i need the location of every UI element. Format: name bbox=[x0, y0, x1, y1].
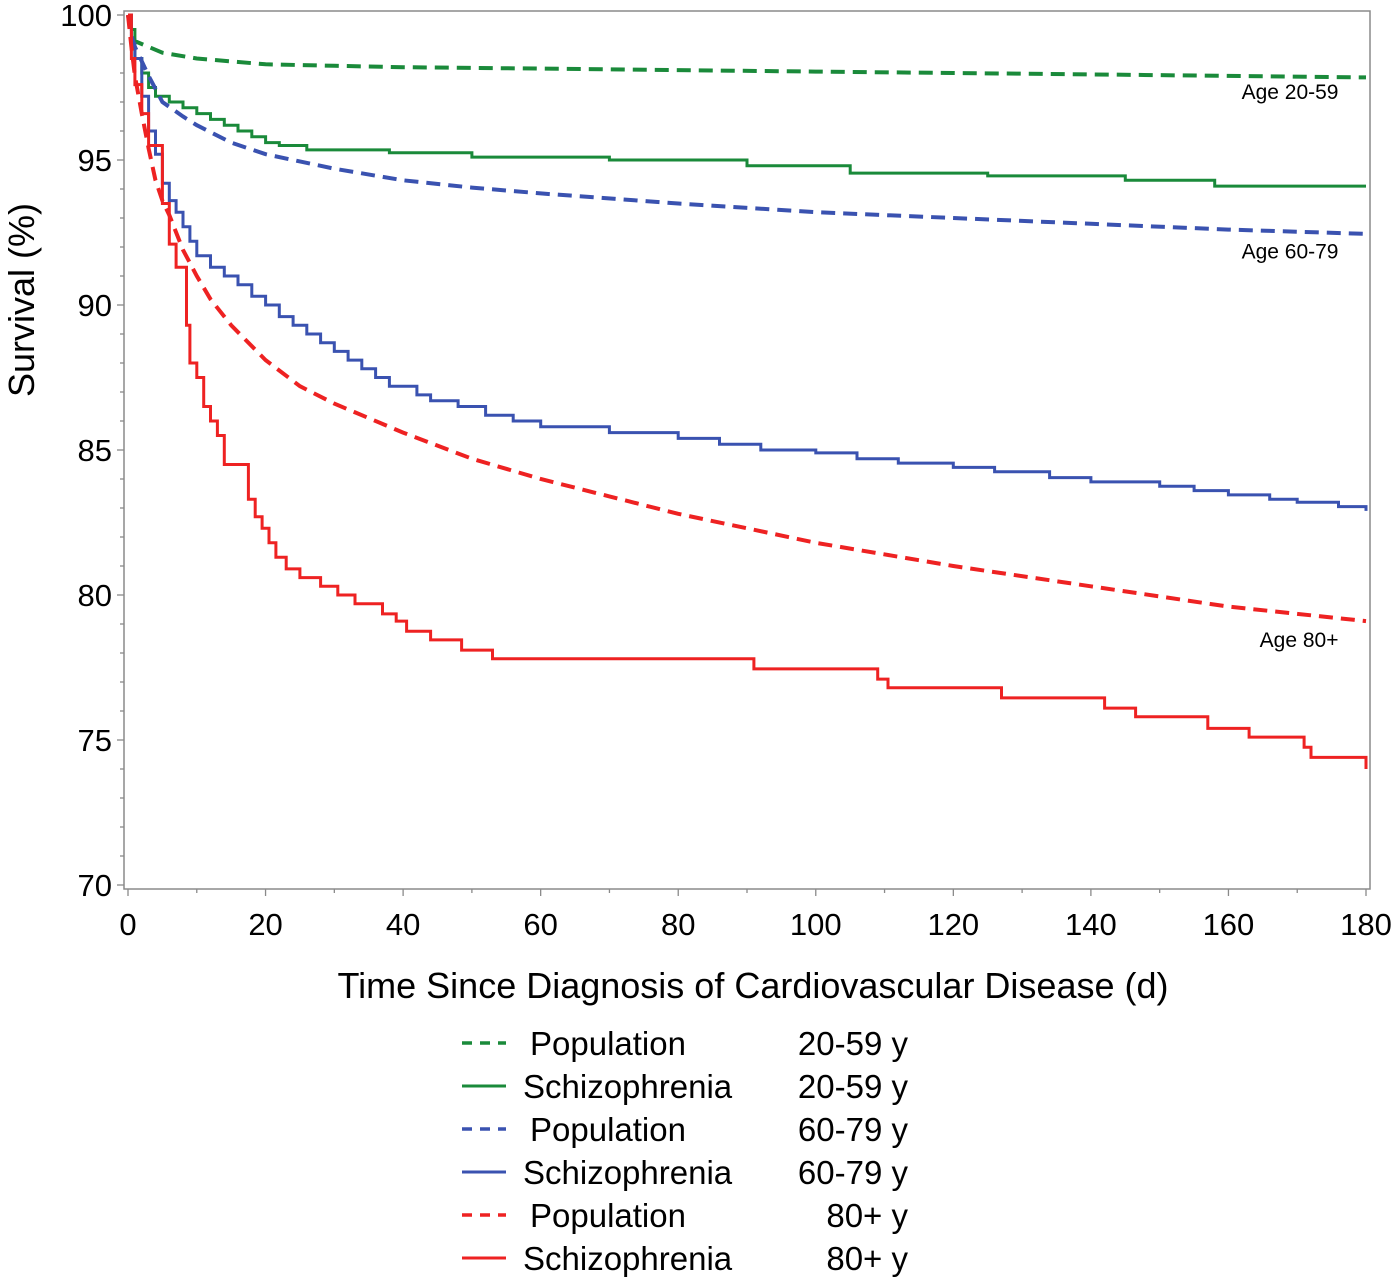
legend-label: Population bbox=[530, 1111, 686, 1148]
x-tick-label: 120 bbox=[927, 907, 979, 942]
x-tick-label: 20 bbox=[248, 907, 282, 942]
y-tick-label: 100 bbox=[60, 0, 112, 33]
legend-age: 20-59 y bbox=[798, 1025, 909, 1062]
y-tick-label: 70 bbox=[78, 868, 112, 903]
x-tick-label: 160 bbox=[1203, 907, 1255, 942]
series-lines bbox=[126, 13, 1368, 769]
y-axis: 70 75 80 85 90 95 100 bbox=[60, 0, 124, 903]
x-axis: 0 20 40 60 80 100 120 140 160 180 bbox=[119, 889, 1392, 942]
x-tick-label: 60 bbox=[523, 907, 557, 942]
legend-item: Population 80+ y bbox=[462, 1197, 908, 1234]
series-line-population-60-79-y bbox=[126, 14, 1367, 236]
y-axis-title: Survival (%) bbox=[1, 203, 42, 397]
legend-label: Schizophrenia bbox=[523, 1068, 733, 1105]
y-tick-label: 75 bbox=[78, 723, 112, 758]
curve-annotation: Age 60-79 bbox=[1242, 241, 1339, 264]
series-line-schizophrenia-20-59-y bbox=[128, 13, 1366, 188]
curve-annotation: Age 80+ bbox=[1260, 629, 1339, 652]
legend-age: 60-79 y bbox=[798, 1154, 909, 1191]
series-line-population-20-59-y bbox=[126, 14, 1367, 80]
x-tick-label: 180 bbox=[1340, 907, 1392, 942]
legend-item: Population 60-79 y bbox=[462, 1111, 908, 1148]
legend-item: Population 20-59 y bbox=[462, 1025, 908, 1062]
legend-label: Population bbox=[530, 1197, 686, 1234]
x-tick-label: 140 bbox=[1065, 907, 1117, 942]
legend-label: Population bbox=[530, 1025, 686, 1062]
x-tick-label: 100 bbox=[790, 907, 842, 942]
x-axis-title: Time Since Diagnosis of Cardiovascular D… bbox=[338, 965, 1169, 1006]
y-tick-label: 95 bbox=[78, 143, 112, 178]
x-tick-label: 40 bbox=[386, 907, 420, 942]
legend-item: Schizophrenia 80+ y bbox=[462, 1240, 908, 1277]
series-line-schizophrenia-60-79-y bbox=[128, 13, 1368, 511]
annotations: Age 20-59 Age 60-79 Age 80+ bbox=[1242, 81, 1339, 652]
series-line-schizophrenia-80-y bbox=[128, 13, 1368, 769]
y-tick-label: 80 bbox=[78, 578, 112, 613]
legend-item: Schizophrenia 60-79 y bbox=[462, 1154, 908, 1191]
legend-age: 20-59 y bbox=[798, 1068, 909, 1105]
legend-age: 80+ y bbox=[826, 1197, 908, 1234]
legend-label: Schizophrenia bbox=[523, 1154, 733, 1191]
legend-age: 60-79 y bbox=[798, 1111, 909, 1148]
x-tick-label: 0 bbox=[119, 907, 136, 942]
plot-frame bbox=[123, 10, 1371, 890]
plot-border bbox=[123, 10, 1371, 890]
series-line-population-80-y bbox=[126, 14, 1367, 624]
y-tick-label: 85 bbox=[78, 433, 112, 468]
legend-item: Schizophrenia 20-59 y bbox=[462, 1068, 908, 1105]
legend-age: 80+ y bbox=[826, 1240, 908, 1277]
x-tick-label: 80 bbox=[661, 907, 695, 942]
curve-annotation: Age 20-59 bbox=[1242, 81, 1339, 104]
legend-label: Schizophrenia bbox=[523, 1240, 733, 1277]
y-tick-label: 90 bbox=[78, 288, 112, 323]
